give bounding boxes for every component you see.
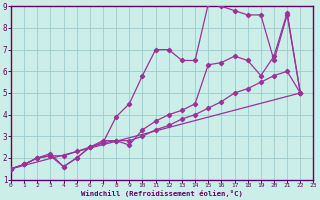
X-axis label: Windchill (Refroidissement éolien,°C): Windchill (Refroidissement éolien,°C) [81, 190, 243, 197]
